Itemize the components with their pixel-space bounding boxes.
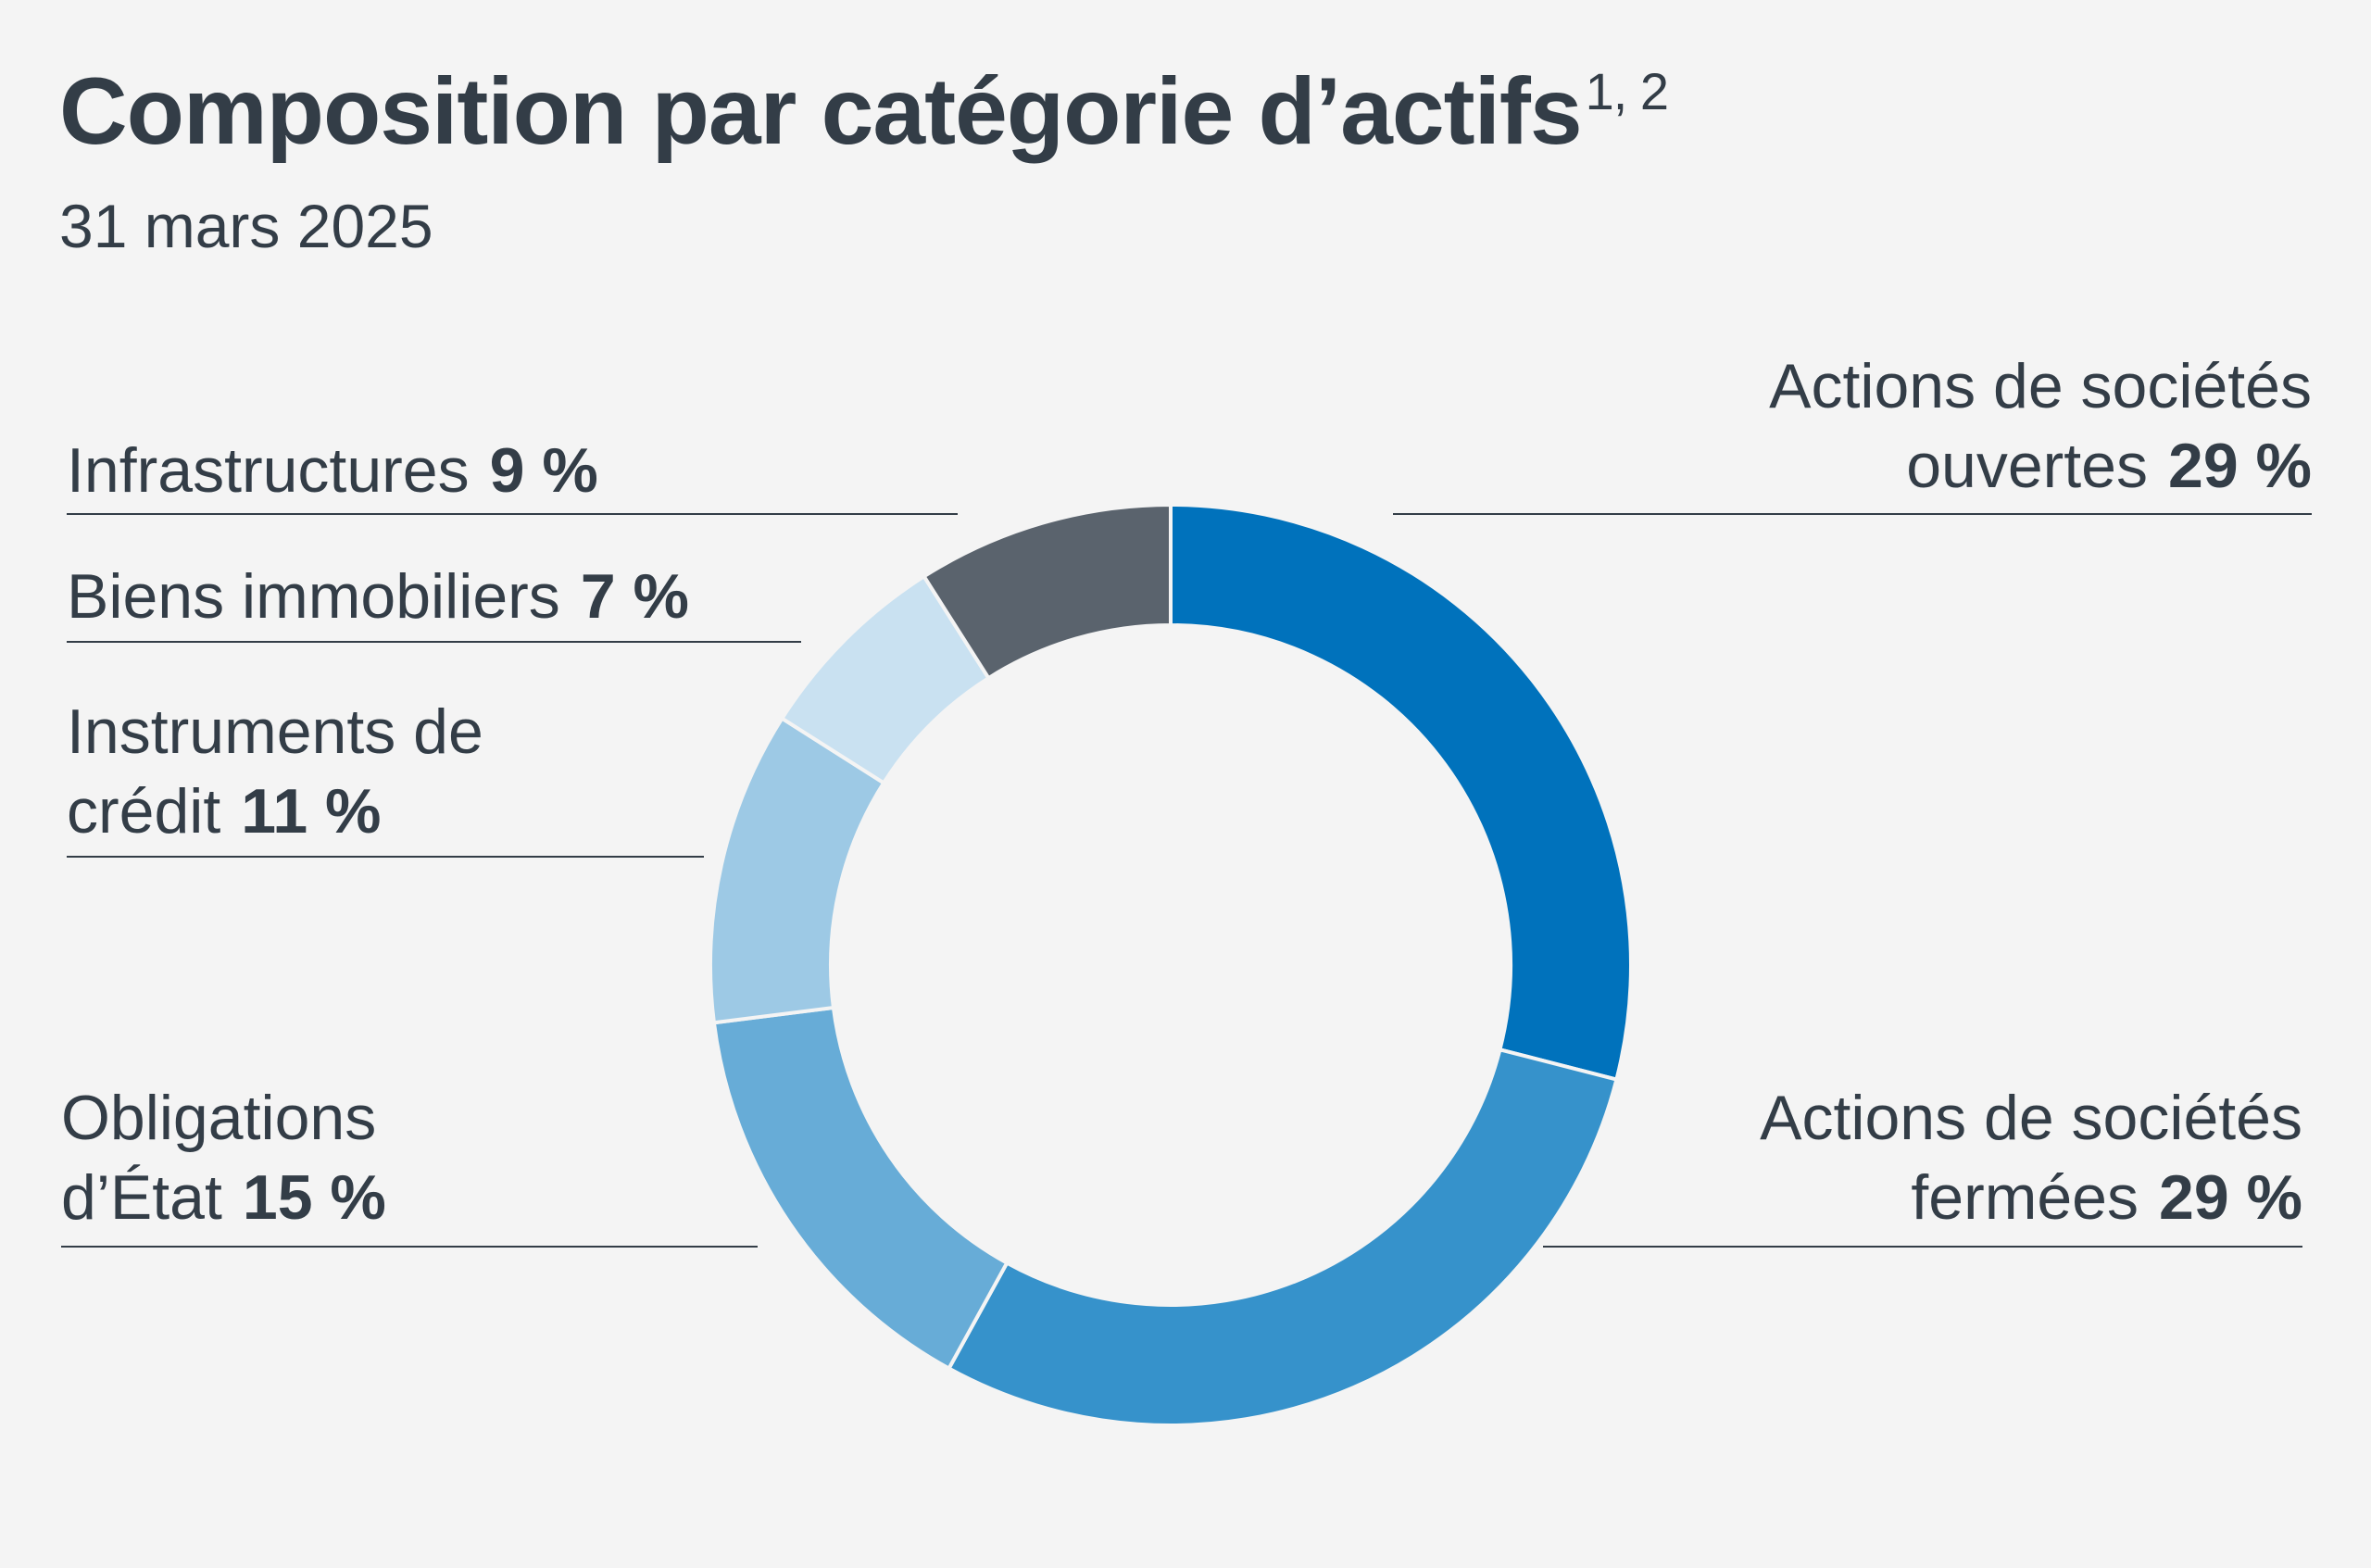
slice-label-public-equity: Actions de sociétés ouvertes 29 % [1769, 346, 2312, 506]
slice-value: 11 % [241, 776, 382, 847]
slice-label-infrastructure: Infrastructures 9 % [67, 431, 598, 510]
chart-title: Composition par catégorie d’actifs1, 2 [59, 58, 1669, 164]
label-rule [67, 513, 958, 515]
donut-slice-1 [946, 1047, 1619, 1427]
slice-label-line: fermées [1911, 1162, 2139, 1233]
slice-label-line: ouvertes [1906, 431, 2148, 501]
slice-value: 15 % [242, 1162, 386, 1233]
slice-label-private-equity: Actions de sociétés fermées 29 % [1760, 1078, 2302, 1237]
label-rule [61, 1246, 758, 1248]
label-rule [67, 856, 704, 858]
slice-label-real-estate: Biens immobiliers 7 % [67, 557, 689, 636]
slice-label-line: Actions de sociétés [1769, 351, 2312, 421]
slice-label-line: d’État [61, 1162, 222, 1233]
slice-label-line: Infrastructures [67, 435, 470, 506]
slice-label-line: Biens immobiliers [67, 561, 560, 632]
donut-slice-2 [711, 1005, 1010, 1372]
slice-value: 29 % [2168, 431, 2312, 501]
slice-value: 7 % [580, 561, 689, 632]
label-rule [1543, 1246, 2302, 1248]
slice-label-government-bonds: Obligations d’État 15 % [61, 1078, 386, 1237]
donut-slice-5 [921, 502, 1173, 681]
slice-label-line: crédit [67, 776, 221, 847]
slice-value: 29 % [2159, 1162, 2302, 1233]
slice-label-credit: Instruments de crédit 11 % [67, 692, 483, 851]
label-rule [67, 641, 801, 643]
chart-subtitle: 31 mars 2025 [59, 192, 433, 260]
slice-label-line: Actions de sociétés [1760, 1083, 2302, 1153]
donut-slice-0 [1169, 502, 1633, 1083]
slice-value: 9 % [489, 435, 598, 506]
label-rule [1393, 513, 2312, 515]
slice-label-line: Instruments de [67, 696, 483, 767]
title-footnote-marker: 1, 2 [1585, 62, 1669, 120]
slice-label-line: Obligations [61, 1083, 377, 1153]
